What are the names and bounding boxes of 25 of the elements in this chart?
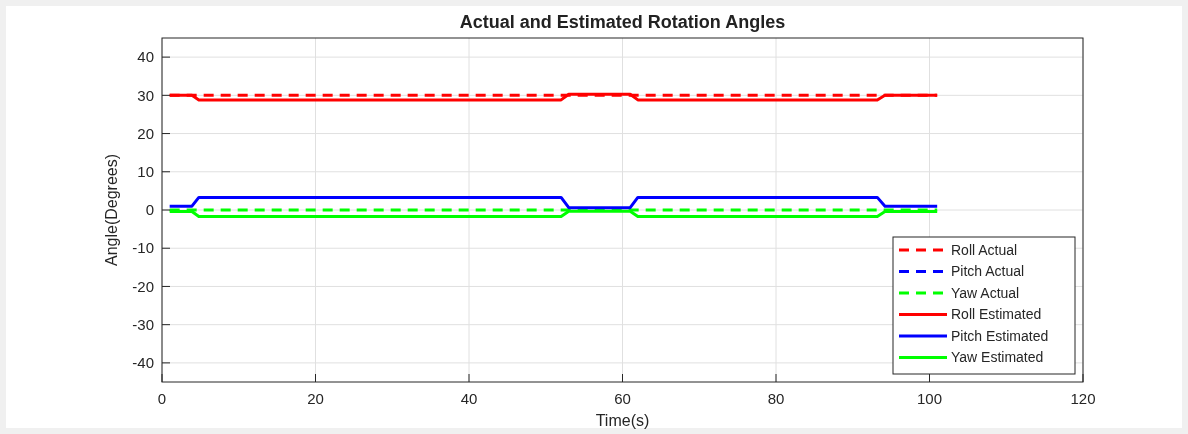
legend-label: Pitch Actual — [951, 263, 1025, 280]
y-axis-title: Angle(Degrees) — [103, 153, 120, 267]
y-tick-label: 30 — [137, 86, 154, 104]
y-tick-label: -20 — [132, 277, 154, 295]
legend-label: Roll Estimated — [951, 306, 1042, 323]
y-tick-label: -40 — [132, 354, 154, 372]
chart-title: Actual and Estimated Rotation Angles — [459, 12, 786, 32]
legend-label: Yaw Actual — [951, 284, 1020, 301]
legend-label: Pitch Estimated — [951, 327, 1049, 344]
x-tick-label: 60 — [614, 390, 631, 407]
x-tick-label: 20 — [307, 390, 324, 407]
x-tick-label: 80 — [767, 390, 785, 407]
legend-label: Yaw Estimated — [951, 349, 1044, 366]
x-tick-label: 0 — [157, 390, 167, 407]
y-tick-label: -10 — [132, 239, 154, 257]
y-tick-label: -30 — [132, 315, 154, 333]
x-tick-label: 120 — [1070, 390, 1096, 407]
y-tick-label: 10 — [137, 163, 154, 181]
x-tick-label: 100 — [916, 390, 943, 407]
y-tick-label: 40 — [137, 48, 154, 66]
y-tick-label: 20 — [137, 124, 154, 142]
legend-label: Roll Actual — [951, 241, 1018, 258]
x-axis-title: Time(s) — [595, 412, 650, 429]
x-tick-label: 40 — [460, 390, 478, 407]
y-tick-label: 0 — [145, 201, 154, 219]
